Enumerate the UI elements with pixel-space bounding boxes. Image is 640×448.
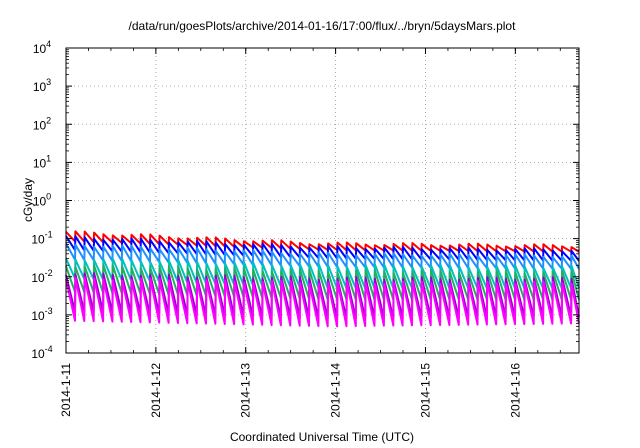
- x-tick-label: 2014-1-15: [418, 363, 432, 418]
- series-line: [65, 242, 580, 270]
- series-line: [65, 235, 580, 262]
- y-tick-label: 10-3: [31, 306, 52, 323]
- chart-title: /data/run/goesPlots/archive/2014-01-16/1…: [129, 19, 517, 33]
- series-line: [65, 276, 580, 328]
- series-line: [65, 257, 580, 290]
- series-group: [65, 230, 580, 328]
- x-tick-label: 2014-1-14: [329, 363, 343, 418]
- ticks: 10-4 10-3 10-2 10-1 100 101 102 103 104 2014-1-11…: [31, 39, 579, 418]
- y-tick-label: 10-2: [31, 268, 52, 285]
- x-tick-label: 2014-1-13: [239, 363, 253, 418]
- x-tick-label: 2014-1-16: [508, 363, 522, 418]
- x-tick-label: 2014-1-12: [149, 363, 163, 418]
- y-tick-label: 10-1: [31, 230, 52, 247]
- y-tick-label: 10-4: [31, 344, 52, 361]
- y-tick-label: 103: [33, 77, 51, 94]
- x-axis-label: Coordinated Universal Time (UTC): [230, 430, 414, 444]
- y-tick-label: 102: [33, 115, 51, 132]
- series-line: [65, 230, 580, 253]
- x-tick-label: 2014-1-11: [59, 363, 73, 417]
- y-tick-label: 100: [33, 192, 51, 209]
- y-tick-label: 101: [33, 153, 51, 170]
- y-axis-label: cGy/day: [21, 178, 35, 222]
- series-line: [65, 263, 580, 301]
- y-tick-label: 104: [33, 39, 51, 56]
